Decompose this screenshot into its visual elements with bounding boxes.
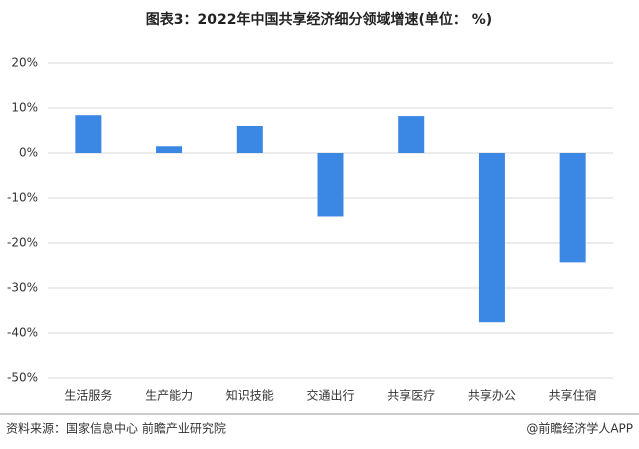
x-tick-label: 生产能力	[145, 389, 193, 403]
y-tick-label: 10%	[11, 101, 38, 115]
x-tick-label: 交通出行	[306, 388, 354, 403]
x-tick-label: 生活服务	[64, 388, 112, 403]
x-tick-label: 共享医疗	[387, 388, 435, 403]
credit: @前瞻经济学人APP	[526, 421, 633, 436]
y-tick-label: -30%	[7, 281, 38, 295]
bar	[559, 153, 586, 263]
x-tick-label: 共享住宿	[549, 388, 597, 403]
y-tick-label: -20%	[7, 236, 38, 250]
bar	[317, 153, 344, 217]
x-tick-label: 共享办公	[468, 388, 516, 403]
bar	[478, 153, 505, 323]
bar	[398, 116, 425, 153]
source: 资料来源：国家信息中心 前瞻产业研究院	[6, 421, 226, 436]
bar	[236, 126, 263, 153]
chart-title: 图表3：2022年中国共享经济细分领域增速(单位： %)	[146, 11, 492, 28]
y-tick-label: -40%	[7, 326, 38, 340]
y-tick-label: 20%	[11, 56, 38, 70]
y-tick-label: -50%	[7, 371, 38, 385]
y-tick-label: -10%	[7, 191, 38, 205]
x-tick-label: 知识技能	[226, 389, 274, 403]
bar	[75, 115, 102, 153]
y-tick-label: 0%	[19, 146, 38, 160]
bar	[156, 146, 183, 153]
